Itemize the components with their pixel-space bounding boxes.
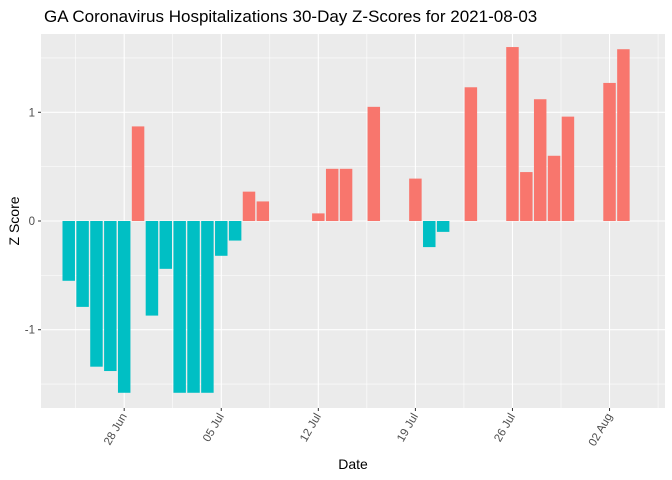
x-tick-label: 02 Aug: [587, 412, 615, 449]
x-axis: 28 Jun 05 Jul 12 Jul 19 Jul 26 Jul 02 Aug: [102, 408, 615, 449]
bar: [104, 221, 117, 372]
x-axis-title: Date: [338, 456, 368, 472]
bars: [62, 47, 630, 393]
y-tick-label: 1: [29, 107, 35, 119]
bar: [117, 221, 131, 393]
bar: [131, 126, 145, 221]
bar: [533, 99, 547, 221]
bar: [173, 221, 186, 393]
x-tick-label: 19 Jul: [395, 412, 421, 445]
bar: [187, 221, 200, 393]
bar: [242, 191, 256, 221]
bar: [617, 49, 630, 221]
bar: [145, 221, 159, 316]
bar: [228, 221, 242, 241]
x-tick-label: 05 Jul: [201, 412, 227, 445]
bar: [215, 221, 228, 256]
bar: [256, 201, 270, 221]
bar: [339, 168, 353, 221]
bar: [76, 221, 89, 307]
bar: [409, 178, 422, 221]
bar: [159, 221, 173, 269]
bar: [436, 221, 450, 232]
bar: [603, 82, 616, 222]
bar: [367, 106, 381, 221]
x-tick-label: 28 Jun: [102, 412, 130, 448]
bar: [464, 87, 478, 221]
y-axis: -1 0 1: [25, 107, 41, 337]
y-tick-label: -1: [25, 325, 35, 337]
bar: [547, 155, 561, 221]
bar: [90, 221, 103, 367]
bar: [312, 213, 325, 221]
bar: [506, 47, 519, 222]
bar: [325, 168, 339, 221]
y-tick-label: 0: [29, 216, 35, 228]
bar: [561, 116, 575, 221]
chart-title: GA Coronavirus Hospitalizations 30-Day Z…: [44, 7, 537, 26]
x-tick-label: 26 Jul: [492, 412, 518, 445]
y-axis-title: Z Score: [6, 196, 22, 245]
bar: [423, 221, 436, 248]
bar: [62, 221, 75, 281]
x-tick-label: 12 Jul: [298, 412, 324, 445]
bar: [201, 221, 214, 393]
bar: [520, 172, 533, 221]
